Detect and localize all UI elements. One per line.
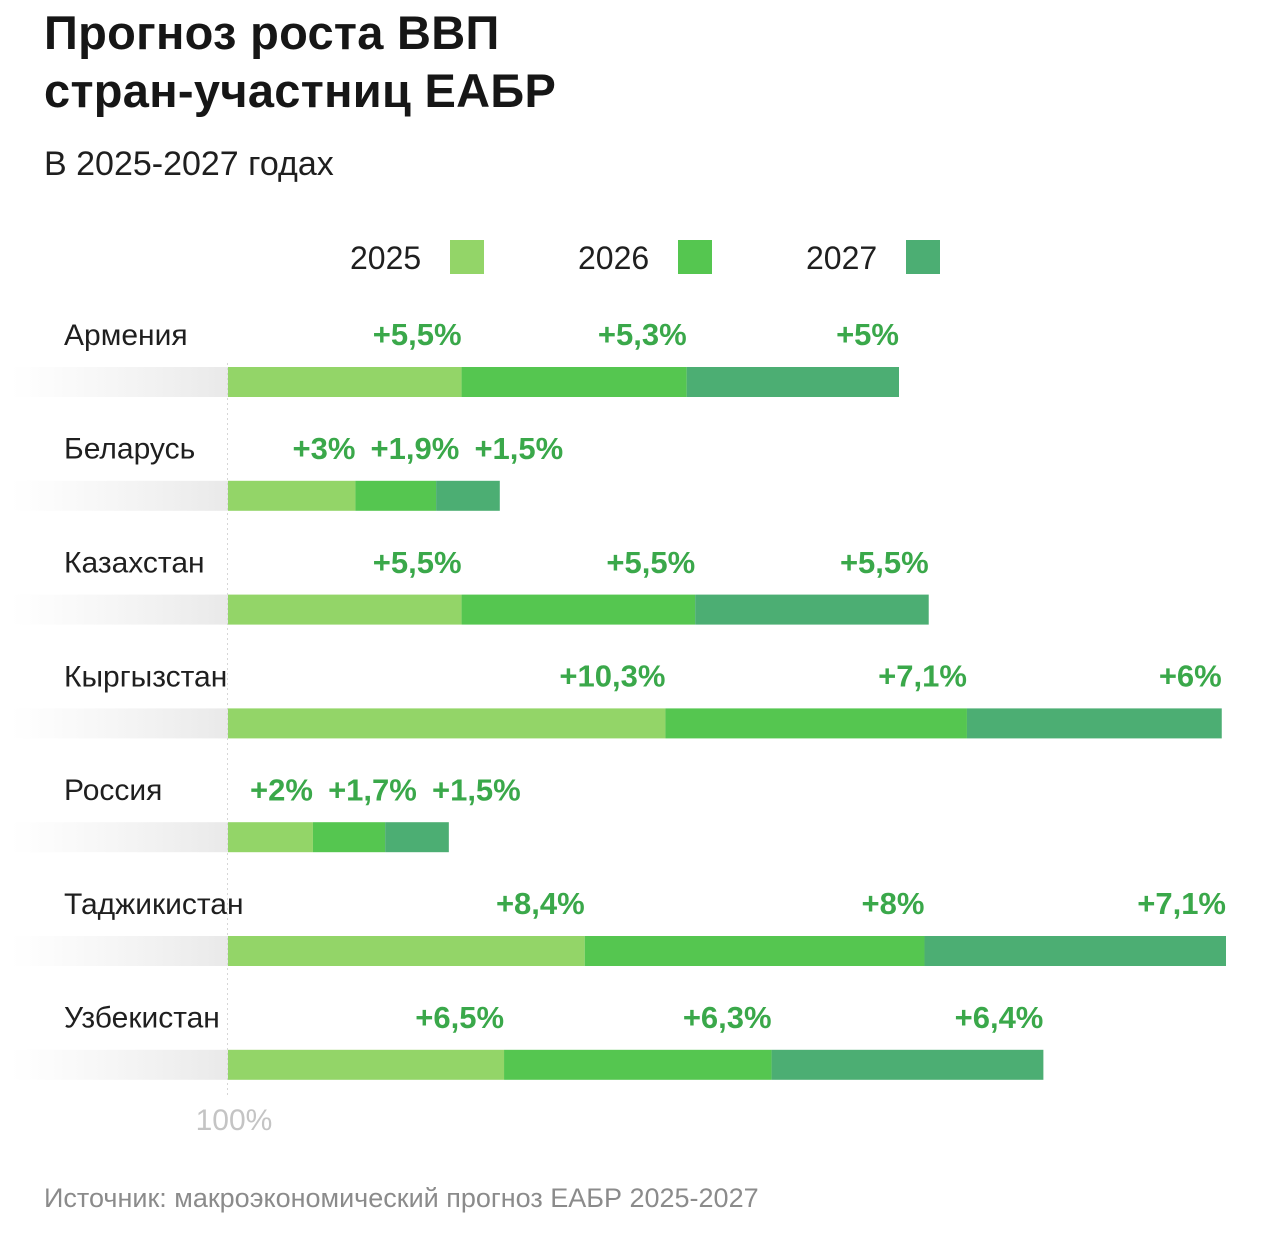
legend-swatch-2027 [906, 240, 940, 274]
value-label-2025: +3% [292, 431, 355, 466]
value-label-2025: +6,5% [415, 1000, 504, 1035]
value-label-2027: +1,5% [432, 772, 521, 807]
baseline-label: 100% [196, 1104, 273, 1137]
bar-segment-2027 [385, 822, 449, 853]
country-label: Таджикистан [64, 888, 244, 921]
country-label: Узбекистан [64, 1002, 220, 1035]
row-6-baseline-fade [10, 936, 228, 966]
country-label: Казахстан [64, 547, 205, 580]
value-label-2026: +1,7% [328, 772, 417, 807]
bar-segment-2026 [312, 822, 386, 853]
row-3-baseline-fade [10, 594, 228, 625]
value-label-2025: +8,4% [496, 886, 585, 921]
row-7: Узбекистан +6,5% +6,3% +6,4% [10, 1000, 1044, 1080]
row-5-baseline-fade [10, 822, 228, 853]
legend-label-2025: 2025 [350, 240, 422, 276]
value-label-2027: +6% [1159, 659, 1222, 694]
value-label-2027: +7,1% [1137, 886, 1226, 921]
bar-segment-2025 [228, 1049, 505, 1080]
value-label-2027: +5,5% [840, 545, 929, 580]
bar-segment-2025 [228, 480, 356, 511]
value-label-2026: +1,9% [371, 431, 460, 466]
value-label-2025: +5,5% [373, 545, 462, 580]
chart-title-line-1: Прогноз роста ВВП [44, 6, 500, 59]
chart-title: Прогноз роста ВВП стран-участниц ЕАБР [44, 4, 556, 120]
value-label-2025: +2% [250, 772, 313, 807]
legend-swatch-2025 [450, 240, 484, 274]
bar-segment-2027 [436, 480, 500, 511]
bar-segment-2025 [228, 594, 462, 625]
bar-segment-2025 [228, 367, 462, 397]
bar-segment-2027 [686, 367, 899, 397]
row-6: Таджикистан +8,4% +8% +7,1% [10, 886, 1226, 966]
bar-segment-2026 [504, 1049, 772, 1080]
row-1-baseline-fade [10, 367, 228, 397]
value-label-2026: +5,3% [598, 317, 687, 352]
value-label-2026: +6,3% [683, 1000, 772, 1035]
row-5: Россия +2% +1,7% +1,5% [10, 772, 521, 853]
bar-segment-2025 [228, 708, 666, 739]
country-label: Беларусь [64, 433, 195, 466]
row-7-baseline-fade [10, 1049, 228, 1080]
bar-segment-2026 [355, 480, 437, 511]
legend-label-2026: 2026 [578, 240, 650, 276]
value-label-2027: +6,4% [955, 1000, 1044, 1035]
bar-segment-2025 [228, 936, 585, 966]
source-note: Источник: макроэкономический прогноз ЕАБ… [44, 1183, 759, 1213]
bar-segment-2026 [461, 367, 687, 397]
value-label-2026: +7,1% [878, 659, 967, 694]
row-4: Кыргызстан +10,3% +7,1% +6% [10, 659, 1222, 739]
country-label: Армения [64, 319, 188, 352]
row-2-baseline-fade [10, 480, 228, 511]
bar-segment-2027 [924, 936, 1226, 966]
bar-segment-2025 [228, 822, 313, 853]
chart-title-line-2: стран-участниц ЕАБР [44, 64, 557, 117]
chart-subtitle: В 2025-2027 годах [44, 145, 334, 183]
row-1: Армения +5,5% +5,3% +5% [10, 317, 899, 397]
country-label: Россия [64, 774, 162, 807]
row-2: Беларусь +3% +1,9% +1,5% [10, 431, 563, 511]
value-label-2026: +8% [862, 886, 925, 921]
bar-segment-2027 [966, 708, 1222, 739]
bar-segment-2026 [584, 936, 925, 966]
value-label-2025: +10,3% [559, 659, 665, 694]
row-3: Казахстан +5,5% +5,5% +5,5% [10, 545, 929, 625]
row-4-baseline-fade [10, 708, 228, 739]
country-label: Кыргызстан [64, 660, 227, 693]
legend-label-2027: 2027 [806, 240, 878, 276]
value-label-2026: +5,5% [606, 545, 695, 580]
bar-segment-2026 [461, 594, 696, 625]
value-label-2027: +5% [836, 317, 899, 352]
bar-segment-2027 [695, 594, 929, 625]
bar-segment-2027 [771, 1049, 1044, 1080]
legend-swatch-2026 [678, 240, 712, 274]
value-label-2027: +1,5% [474, 431, 563, 466]
bar-segment-2026 [665, 708, 967, 739]
value-label-2025: +5,5% [373, 317, 462, 352]
